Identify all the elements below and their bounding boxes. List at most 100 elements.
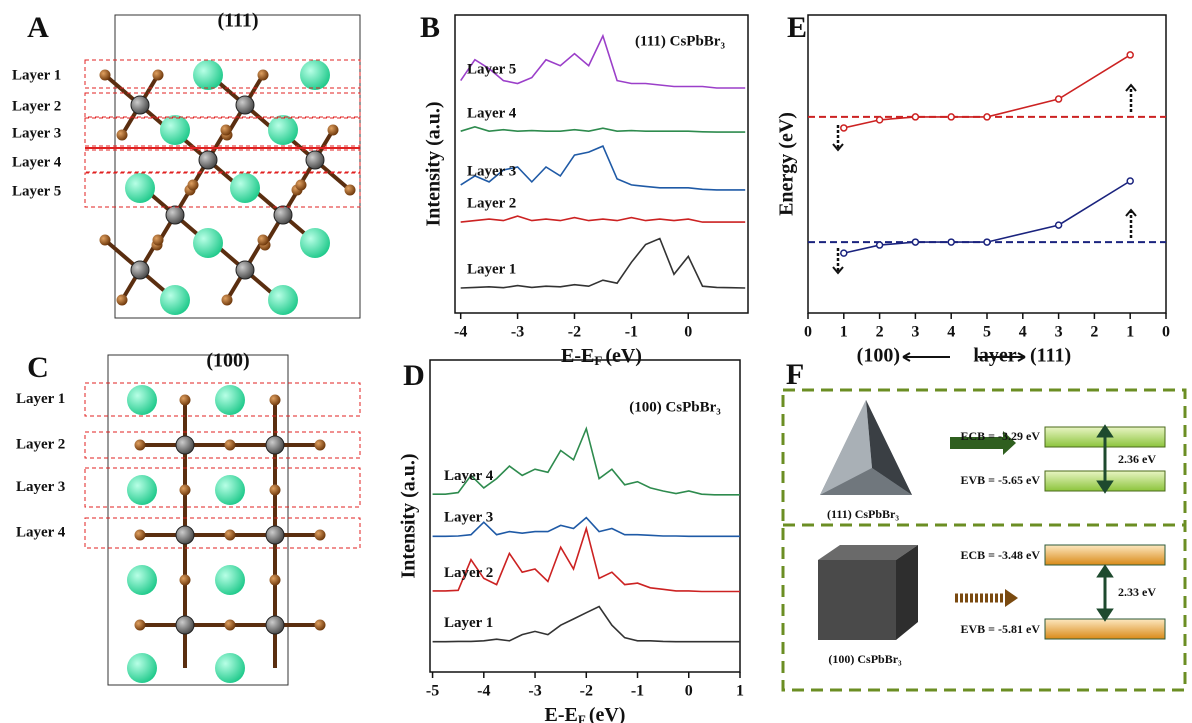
- series-label: Layer 5: [467, 61, 516, 77]
- atom: [127, 385, 157, 415]
- series-label: Layer 1: [467, 261, 516, 277]
- x-axis-label: layer: [973, 345, 1016, 367]
- x-tick-label: 2: [1090, 324, 1098, 341]
- atom: [300, 228, 330, 258]
- atom: [269, 574, 281, 586]
- atom: [314, 439, 326, 451]
- atom: [152, 69, 164, 81]
- atom: [300, 60, 330, 90]
- structure-111: Layer 1 Layer 2 Layer 3 Layer 4 Layer 5 (111): [12, 10, 361, 319]
- curve: [460, 237, 746, 289]
- shift-arrow-head: [832, 266, 844, 275]
- atom: [224, 619, 236, 631]
- series-label: Layer 4: [467, 106, 517, 122]
- atom: [224, 529, 236, 541]
- atom: [327, 124, 339, 136]
- plot-frame: [454, 14, 749, 314]
- atom: [305, 150, 325, 170]
- atom: [116, 294, 128, 306]
- panel-label: D: [403, 359, 425, 392]
- plot-frame: [429, 359, 741, 673]
- atom: [235, 260, 255, 280]
- band-scheme: (111) CsPbBr₃ ECB = -3.29 eV EVB = -5.65 e…: [781, 388, 1187, 692]
- curve: [460, 215, 746, 223]
- material-label: (111) CsPbBr₃: [827, 507, 899, 521]
- x-tick-label: 0: [685, 683, 693, 700]
- annotation: (111) CsPbBr₃: [635, 33, 725, 49]
- series-label: Layer 3: [444, 510, 493, 526]
- y-axis-label: Intensity (a.u.): [423, 101, 445, 226]
- point: [1054, 221, 1063, 229]
- point: [840, 249, 848, 257]
- curve: [460, 145, 746, 191]
- gap-label: 2.33 eV: [1118, 585, 1156, 599]
- atom: [160, 285, 190, 315]
- point: [911, 238, 920, 246]
- layer-label: Layer 3: [12, 125, 61, 141]
- curve: [432, 426, 740, 496]
- x-tick-label: 0: [1162, 324, 1170, 341]
- point: [983, 113, 991, 121]
- x-tick-label: -1: [631, 683, 644, 700]
- x-tick-label: 2: [876, 324, 884, 341]
- shift-arrow-head: [1125, 208, 1137, 217]
- atom: [152, 234, 164, 246]
- gap-label: 2.36 eV: [1118, 452, 1156, 466]
- annotation: (100) CsPbBr₃: [629, 399, 721, 415]
- x-tick-label: 1: [1126, 324, 1134, 341]
- point: [1126, 177, 1134, 185]
- atom: [175, 525, 195, 545]
- atom: [314, 619, 326, 631]
- shift-arrow-head: [1125, 83, 1137, 92]
- curve: [432, 605, 740, 643]
- x-tick-label: -1: [625, 324, 638, 341]
- panel-label: C: [27, 351, 49, 384]
- atom: [125, 173, 155, 203]
- structure-title: (111): [217, 10, 258, 32]
- atom: [179, 394, 191, 406]
- atom: [265, 615, 285, 635]
- point: [875, 241, 884, 249]
- panel-label: F: [786, 358, 804, 391]
- layer-label: Layer 1: [16, 391, 65, 407]
- x-axis-label: (111): [1030, 345, 1071, 367]
- atom: [99, 234, 111, 246]
- x-tick-label: -4: [477, 683, 490, 700]
- atom: [268, 115, 298, 145]
- series-label: Layer 3: [467, 163, 516, 179]
- x-tick-label: -2: [568, 324, 581, 341]
- atom: [175, 615, 195, 635]
- atom: [127, 475, 157, 505]
- panel-label: E: [787, 11, 807, 44]
- atom: [224, 439, 236, 451]
- atom: [187, 179, 199, 191]
- layer-box: [84, 517, 361, 549]
- layer-box: [84, 149, 361, 173]
- atom: [179, 574, 191, 586]
- atom: [268, 285, 298, 315]
- atom: [134, 529, 146, 541]
- point: [1126, 51, 1134, 59]
- x-axis-label-part: F: [578, 712, 586, 723]
- x-tick-label: -2: [580, 683, 593, 700]
- atom: [265, 525, 285, 545]
- atom: [215, 385, 245, 415]
- atom: [175, 435, 195, 455]
- x-axis-label-part: (eV): [605, 345, 642, 367]
- y-axis-label: Intensity (a.u.): [398, 453, 420, 578]
- panel-label: B: [420, 11, 440, 44]
- layer-label: Layer 1: [12, 67, 61, 83]
- evb-label: EVB = -5.81 eV: [961, 622, 1041, 636]
- charts: -4 -3 -2 -1 0 Layer 5 Layer 4 Layer 3 Layer 2 Lay…: [398, 14, 1170, 723]
- atom: [165, 205, 185, 225]
- point: [875, 116, 884, 124]
- x-tick-label: 3: [1055, 324, 1063, 341]
- x-tick-label: 1: [840, 324, 848, 341]
- point: [983, 238, 991, 246]
- panel-label: A: [27, 11, 49, 44]
- layer-box: [84, 431, 361, 459]
- x-axis-label: E-EF (eV): [545, 704, 626, 723]
- atom: [130, 95, 150, 115]
- layer-box: [84, 467, 361, 508]
- curve: [460, 125, 746, 133]
